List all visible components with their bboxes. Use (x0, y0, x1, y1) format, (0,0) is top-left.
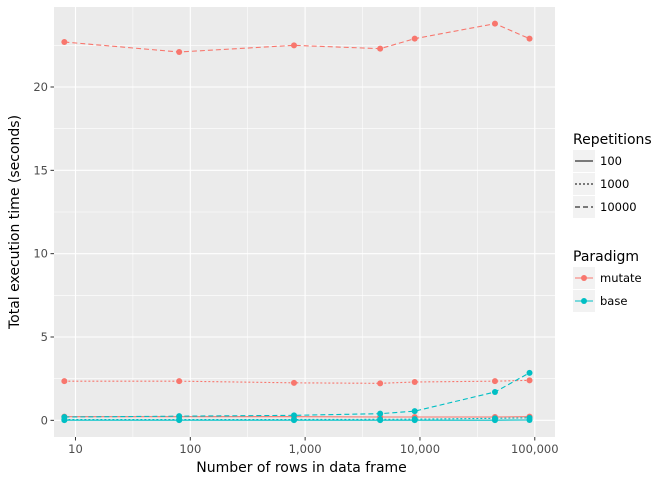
series-points (61, 20, 533, 424)
legend-key-point-mutate (581, 275, 587, 281)
data-point-mutate-1000 (526, 377, 533, 384)
legend-title-paradigm: Paradigm (573, 249, 639, 265)
data-point-mutate-10000 (377, 45, 384, 52)
data-point-mutate-1000 (176, 378, 183, 385)
x-tick-label: 1,000 (289, 442, 322, 456)
y-tick-label: 5 (41, 330, 48, 344)
x-axis: 10 100 1,000 10,000 100,000 (68, 437, 559, 456)
data-point-mutate-10000 (411, 35, 418, 42)
data-point-base-10000 (526, 369, 533, 376)
data-point-mutate-1000 (291, 379, 298, 386)
data-point-mutate-10000 (176, 49, 183, 55)
legend-repetitions: Repetitions 100 1000 10000 (573, 132, 652, 218)
data-point-base-100 (491, 417, 498, 424)
data-point-mutate-1000 (377, 380, 384, 387)
data-point-base-10000 (491, 389, 498, 395)
data-point-base-10000 (411, 408, 418, 415)
x-tick-label: 100,000 (511, 442, 559, 456)
x-axis-title: Number of rows in data frame (196, 460, 407, 476)
y-axis-title: Total execution time (seconds) (7, 115, 23, 330)
data-point-base-100 (526, 417, 533, 423)
data-point-mutate-1000 (411, 379, 418, 385)
x-tick-label: 10 (68, 442, 83, 456)
data-point-base-100 (61, 417, 68, 424)
data-point-base-100 (377, 417, 384, 424)
data-point-base-10000 (377, 410, 384, 417)
y-axis: 0 5 10 15 20 (33, 80, 54, 427)
data-point-base-100 (291, 417, 298, 424)
legend-label: mutate (600, 271, 642, 285)
data-point-base-100 (411, 417, 418, 424)
data-point-base-10000 (291, 412, 298, 419)
data-point-mutate-10000 (526, 35, 533, 42)
legend-label: 1000 (600, 177, 629, 191)
data-point-base-100 (176, 417, 183, 424)
data-point-mutate-10000 (61, 39, 68, 45)
data-point-mutate-1000 (61, 378, 68, 385)
y-tick-label: 20 (33, 80, 48, 94)
data-point-mutate-10000 (291, 42, 298, 49)
legend-label: 100 (600, 154, 622, 168)
y-tick-label: 0 (41, 413, 48, 427)
legend-label: base (600, 294, 627, 308)
legend-key-point-base (581, 298, 587, 304)
x-tick-label: 10,000 (400, 442, 440, 456)
panel-background (54, 7, 555, 437)
y-tick-label: 10 (33, 247, 48, 261)
major-gridlines (54, 7, 555, 437)
x-tick-label: 100 (179, 442, 201, 456)
y-tick-label: 15 (33, 163, 48, 177)
data-point-mutate-10000 (491, 20, 498, 27)
legend-title-repetitions: Repetitions (573, 132, 652, 148)
legend-label: 10000 (600, 200, 637, 214)
legend-paradigm: Paradigm mutate base (573, 249, 642, 312)
data-point-mutate-1000 (491, 378, 498, 385)
